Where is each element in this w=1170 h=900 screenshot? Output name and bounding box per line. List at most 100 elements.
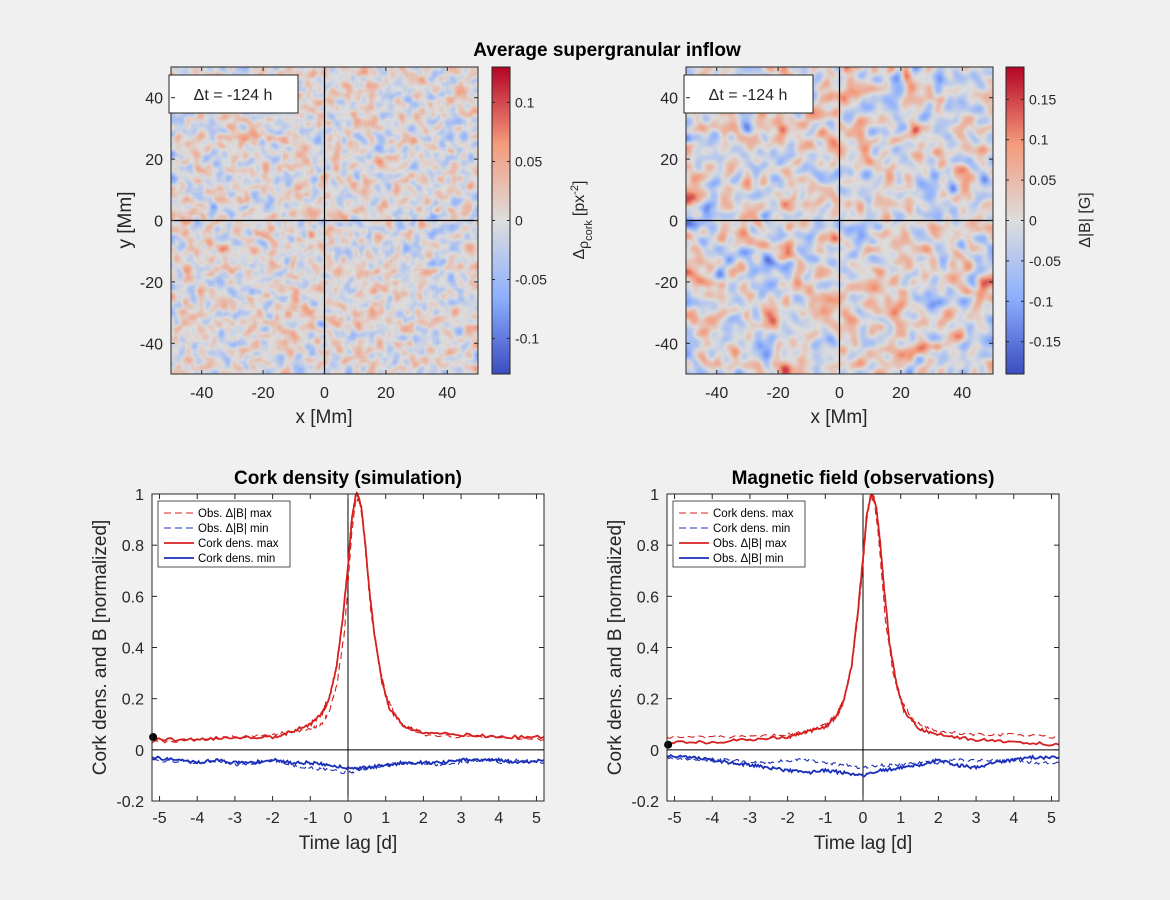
map-xtick-label: 20 (892, 385, 910, 402)
map-xtick-label: 20 (377, 385, 395, 402)
chart-ylabel: Cork dens. and B [normalized] (90, 520, 111, 776)
figure-title: Average supergranular inflow (473, 40, 741, 61)
ytick-label: 0.6 (637, 589, 659, 606)
map-xtick-label: 40 (953, 385, 971, 402)
xtick-label: -5 (667, 810, 681, 827)
map-right-xlabel: x [Mm] (811, 407, 868, 428)
ytick-label: -0.2 (631, 794, 659, 811)
ytick-label: -0.2 (116, 794, 144, 811)
map-right-colorbar: 0.15 0.1 0.05 0 -0.05 -0.1 -0.15 Δ|B| [G] (1005, 66, 1094, 375)
map-ytick-label: -20 (140, 275, 163, 292)
colorbar-tick-label: -0.1 (1029, 293, 1053, 309)
xtick-label: -3 (228, 810, 242, 827)
map-left: Δt = -124 h -40 -20 0 20 40 40 20 0 -20 -40 x [Mm… (115, 66, 595, 428)
series-line (151, 490, 545, 742)
xtick-label: -2 (780, 810, 794, 827)
legend-entry: Obs. Δ|B| min (198, 523, 269, 535)
xtick-label: 2 (934, 810, 943, 827)
map-left-time-label: Δt = -124 h (194, 87, 273, 104)
colorbar-left-label: Δρcork[px-2] (569, 180, 595, 259)
ytick-label: 0.4 (122, 641, 144, 658)
legend-entry: Obs. Δ|B| max (713, 538, 787, 550)
map-ytick-label: 0 (669, 214, 678, 231)
colorbar-tick-label: 0.1 (1029, 132, 1049, 148)
map-xtick-label: 0 (320, 385, 329, 402)
legend-entry: Cork dens. max (713, 508, 794, 520)
marker-point (149, 733, 158, 742)
map-left-xlabel: x [Mm] (296, 407, 353, 428)
xtick-label: 0 (344, 810, 353, 827)
marker-point (664, 740, 673, 749)
ytick-label: 0.8 (122, 538, 144, 555)
map-xtick-label: -20 (767, 385, 790, 402)
map-ytick-label: 20 (145, 152, 163, 169)
map-ytick-label: 0 (154, 214, 163, 231)
colorbar-tick-label: 0.1 (515, 94, 535, 110)
colorbar-tick-label: -0.15 (1029, 334, 1061, 350)
map-xtick-label: 40 (438, 385, 456, 402)
chart-title: Cork density (simulation) (234, 468, 462, 489)
xtick-label: 1 (381, 810, 390, 827)
xtick-label: 3 (972, 810, 981, 827)
legend-entry: Cork dens. min (198, 553, 275, 565)
xtick-label: 5 (532, 810, 541, 827)
colorbar-tick-label: -0.05 (1029, 253, 1061, 269)
map-xtick-label: -40 (190, 385, 213, 402)
map-left-time-box: Δt = -124 h (168, 74, 299, 114)
xtick-label: 4 (494, 810, 503, 827)
xtick-label: 2 (419, 810, 428, 827)
xtick-label: -2 (265, 810, 279, 827)
map-xtick-label: 0 (835, 385, 844, 402)
xtick-label: 3 (457, 810, 466, 827)
legend-entry: Cork dens. min (713, 523, 790, 535)
chart-xlabel: Time lag [d] (814, 833, 913, 854)
xtick-label: -3 (743, 810, 757, 827)
map-right: Δt = -124 h -40 -20 0 20 40 40 20 0 -20 -40 x [Mm… (655, 66, 1094, 428)
map-ytick-label: -40 (140, 336, 163, 353)
map-xtick-label: -40 (705, 385, 728, 402)
xtick-label: 1 (896, 810, 905, 827)
legend: Cork dens. max Cork dens. min Obs. Δ|B| ma… (672, 500, 806, 568)
chart-title: Magnetic field (observations) (732, 468, 995, 489)
legend-entry: Obs. Δ|B| min (713, 553, 784, 565)
colorbar-tick-label: 0.05 (515, 153, 542, 169)
colorbar-tick-label: 0.05 (1029, 172, 1056, 188)
colorbar-tick-label: 0.15 (1029, 91, 1056, 107)
chart-magnetic-field: -5 -4 -3 -2 -1 0 1 2 3 4 5 -0.2 0 0.2 0.4 0.6 0.8 1 Magnet… (605, 468, 1060, 854)
colorbar-tick-label: -0.1 (515, 331, 539, 347)
series-line (666, 493, 1060, 747)
xtick-label: 5 (1047, 810, 1056, 827)
chart-cork-density: -5 -4 -3 -2 -1 0 1 2 3 4 5 -0.2 0 0.2 0.4 0.6 0.8 1 Cork d… (90, 468, 545, 854)
legend-entry: Obs. Δ|B| max (198, 508, 272, 520)
chart-ylabel: Cork dens. and B [normalized] (605, 520, 626, 776)
map-right-ticks: -40 -20 0 20 40 40 20 0 -20 -40 (655, 67, 993, 402)
map-left-ylabel: y [Mm] (115, 192, 136, 249)
map-ytick-label: 40 (660, 91, 678, 108)
series-line (666, 756, 1060, 770)
map-right-time-box: Δt = -124 h (683, 74, 814, 114)
map-xtick-label: -20 (252, 385, 275, 402)
ytick-label: 0.2 (637, 692, 659, 709)
map-ytick-label: 40 (145, 91, 163, 108)
xtick-label: -5 (152, 810, 166, 827)
xtick-label: -4 (705, 810, 719, 827)
legend-entry: Cork dens. max (198, 538, 279, 550)
ytick-label: 0.8 (637, 538, 659, 555)
ytick-label: 0.2 (122, 692, 144, 709)
colorbar-right-label: Δ|B| [G] (1077, 192, 1094, 247)
ytick-label: 0.4 (637, 641, 659, 658)
map-ytick-label: 20 (660, 152, 678, 169)
ytick-label: 1 (135, 487, 144, 504)
map-left-colorbar: 0.1 0.05 0 -0.05 -0.1 Δρcork[px-2] (491, 66, 595, 375)
colorbar-tick-label: 0 (1029, 213, 1037, 229)
xtick-label: -1 (303, 810, 317, 827)
ytick-label: 0.6 (122, 589, 144, 606)
series-line (151, 755, 545, 771)
ytick-label: 0 (650, 743, 659, 760)
xtick-label: -4 (190, 810, 204, 827)
colorbar-tick-label: -0.05 (515, 272, 547, 288)
map-ytick-label: -20 (655, 275, 678, 292)
legend: Obs. Δ|B| max Obs. Δ|B| min Cork dens. max… (157, 500, 291, 568)
ytick-label: 1 (650, 487, 659, 504)
